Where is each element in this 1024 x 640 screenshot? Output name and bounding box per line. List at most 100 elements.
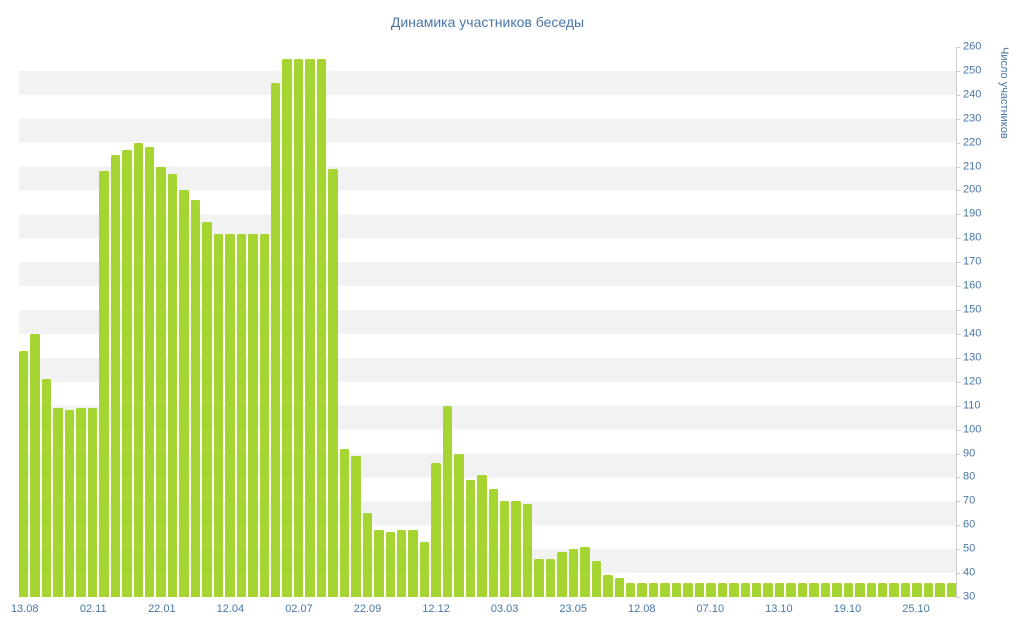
bar[interactable] (156, 166, 166, 597)
bar[interactable] (144, 147, 155, 597)
bar[interactable] (648, 582, 659, 597)
bar[interactable] (637, 582, 647, 597)
bar[interactable] (488, 489, 499, 597)
bar[interactable] (866, 582, 876, 597)
bar[interactable] (855, 582, 865, 597)
bar[interactable] (316, 58, 327, 597)
y-tick-label: 150 (963, 303, 982, 316)
bar[interactable] (236, 233, 247, 597)
bar[interactable] (385, 532, 395, 597)
bar[interactable] (511, 501, 521, 597)
bar[interactable] (76, 408, 86, 597)
bar[interactable] (946, 582, 957, 597)
bar[interactable] (396, 530, 407, 597)
y-tick-mark (956, 142, 960, 144)
bar[interactable] (408, 530, 418, 597)
bar[interactable] (99, 171, 109, 597)
bar[interactable] (339, 448, 350, 597)
bar[interactable] (167, 173, 178, 597)
bar[interactable] (431, 463, 441, 597)
bar[interactable] (626, 582, 636, 597)
bar[interactable] (591, 561, 602, 597)
bar[interactable] (202, 221, 212, 597)
bar[interactable] (500, 501, 510, 597)
bar[interactable] (774, 582, 785, 597)
bar[interactable] (30, 333, 40, 597)
bar[interactable] (110, 154, 121, 597)
bar[interactable] (729, 582, 739, 597)
bar[interactable] (442, 405, 453, 597)
y-tick-mark (956, 429, 960, 431)
bar[interactable] (580, 546, 590, 597)
bar[interactable] (133, 142, 143, 597)
bar[interactable] (763, 582, 773, 597)
bar[interactable] (522, 503, 533, 597)
bar[interactable] (912, 582, 922, 597)
y-tick-mark (956, 262, 960, 264)
bar[interactable] (465, 479, 476, 597)
bar[interactable] (41, 379, 52, 597)
bar[interactable] (213, 233, 224, 597)
y-tick-mark (956, 405, 960, 407)
bar[interactable] (259, 233, 269, 597)
bar[interactable] (671, 582, 682, 597)
bar[interactable] (694, 582, 705, 597)
bar[interactable] (477, 475, 487, 597)
bar[interactable] (87, 408, 98, 597)
y-tick-mark (956, 310, 960, 312)
y-tick-label: 30 (963, 590, 976, 603)
bar[interactable] (282, 58, 292, 597)
bar[interactable] (809, 582, 819, 597)
bar[interactable] (923, 582, 934, 597)
bar[interactable] (740, 582, 750, 597)
bar[interactable] (935, 582, 945, 597)
y-tick-label: 260 (963, 40, 982, 53)
bar[interactable] (820, 582, 831, 597)
bar[interactable] (293, 58, 304, 597)
y-tick-label: 100 (963, 423, 982, 436)
bar[interactable] (786, 582, 796, 597)
bar[interactable] (557, 551, 567, 597)
bar[interactable] (190, 200, 201, 597)
bar[interactable] (53, 408, 63, 597)
bar[interactable] (374, 530, 384, 597)
bar[interactable] (179, 190, 189, 597)
bar[interactable] (225, 233, 235, 597)
bar[interactable] (752, 582, 762, 597)
bar[interactable] (889, 582, 899, 597)
bar[interactable] (832, 582, 842, 597)
bar[interactable] (19, 350, 29, 597)
bar[interactable] (270, 82, 281, 597)
bar[interactable] (351, 455, 361, 597)
bar[interactable] (603, 575, 613, 597)
bar[interactable] (534, 558, 544, 597)
bar[interactable] (797, 582, 808, 597)
y-tick-label: 110 (963, 399, 981, 412)
bar[interactable] (362, 513, 373, 597)
bar[interactable] (64, 410, 75, 597)
bar[interactable] (454, 453, 464, 597)
bar[interactable] (660, 582, 670, 597)
y-tick-label: 210 (963, 160, 982, 173)
bar[interactable] (900, 582, 911, 597)
x-tick-label: 12.08 (627, 603, 656, 615)
bar[interactable] (419, 542, 430, 597)
y-tick-mark (956, 573, 960, 575)
bar[interactable] (248, 233, 258, 597)
bar[interactable] (614, 577, 625, 597)
y-tick-label: 170 (963, 255, 982, 268)
bar[interactable] (843, 582, 854, 597)
bar[interactable] (305, 58, 315, 597)
y-tick-label: 220 (963, 136, 982, 149)
y-tick-label: 60 (963, 518, 976, 531)
bar[interactable] (683, 582, 693, 597)
bar[interactable] (545, 558, 556, 597)
bar[interactable] (706, 582, 716, 597)
bar[interactable] (122, 149, 132, 597)
bar[interactable] (568, 549, 579, 597)
y-tick-mark (956, 549, 960, 551)
y-tick-mark (956, 477, 960, 479)
bar[interactable] (717, 582, 728, 597)
bar[interactable] (328, 168, 338, 597)
bar[interactable] (877, 582, 888, 597)
